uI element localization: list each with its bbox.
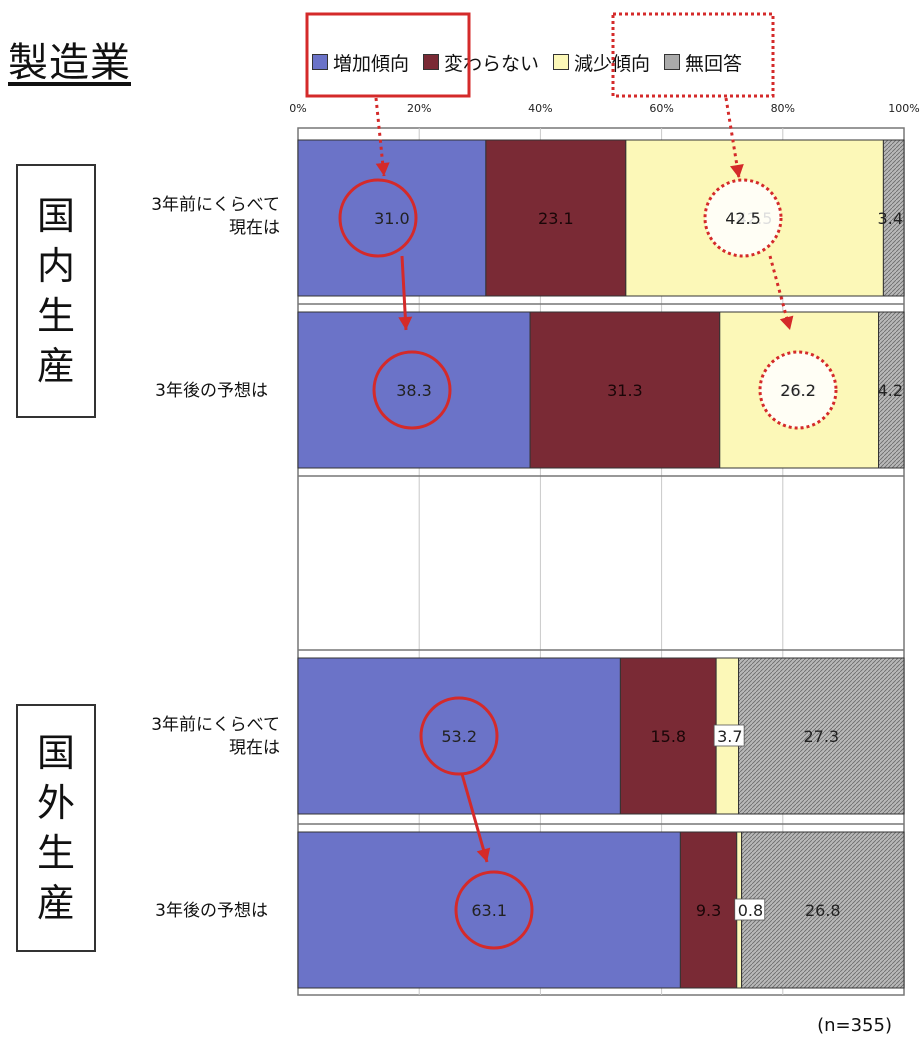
data-label: 0.8 — [738, 901, 763, 920]
legend-swatch-increase — [312, 54, 328, 70]
bar-segment — [741, 831, 905, 989]
data-label: 31.3 — [607, 381, 643, 400]
data-label: 9.3 — [696, 901, 721, 920]
bar-segment — [485, 139, 627, 297]
trend-arrow-domestic-decrease-head — [779, 315, 794, 330]
callout-arrow-decrease-head — [730, 164, 744, 178]
group-char: 内 — [36, 244, 75, 288]
highlight-circle-increase — [419, 696, 499, 776]
data-label: 38.3 — [396, 381, 432, 400]
row-label-domestic-past: 3年前にくらべて 現在は — [80, 194, 280, 240]
highlight-circle-decrease — [703, 178, 783, 258]
row-label-domestic-future: 3年後の予想は — [68, 380, 268, 403]
data-label: 4.2 — [878, 381, 903, 400]
trend-arrow-overseas-increase — [460, 773, 489, 863]
row-label-line: 3年後の予想は — [155, 901, 268, 921]
trend-arrow-domestic-increase-head — [398, 316, 413, 330]
bar-segment — [297, 657, 621, 815]
callout-arrow-increase — [374, 97, 386, 177]
data-label: 53.2 — [441, 727, 477, 746]
row-label-line: 現在は — [229, 218, 280, 238]
group-char: 産 — [36, 344, 75, 388]
data-label: 26.2 — [780, 381, 816, 400]
data-label: 26.8 — [805, 901, 841, 920]
row-label-line: 3年後の予想は — [155, 381, 268, 401]
data-label: 42.5 — [725, 209, 761, 228]
data-label: 15.8 — [650, 727, 686, 746]
x-tick-label: 100% — [888, 102, 919, 115]
data-label: 3.7 — [717, 727, 742, 746]
row-label-line: 3年前にくらべて — [151, 715, 280, 735]
bar-segment — [619, 657, 717, 815]
x-tick-label: 40% — [528, 102, 552, 115]
legend-item-no-answer: 無回答 — [664, 49, 742, 76]
group-label-overseas: 国 外 生 産 — [16, 704, 96, 952]
sample-size-note: (n=355) — [817, 1015, 892, 1036]
highlight-circle-decrease — [758, 350, 838, 430]
group-char: 国 — [36, 194, 75, 238]
bar-segment — [529, 311, 721, 469]
highlight-circle-increase — [454, 870, 534, 950]
legend-highlight-decrease — [611, 12, 775, 98]
row-label-overseas-future: 3年後の予想は — [68, 900, 268, 923]
group-label-domestic: 国 内 生 産 — [16, 164, 96, 418]
x-tick-label: 60% — [649, 102, 673, 115]
x-tick-label: 80% — [771, 102, 795, 115]
row-label-line: 現在は — [229, 738, 280, 758]
group-char: 国 — [36, 731, 75, 775]
highlight-circle-increase — [338, 178, 418, 258]
legend-swatch-no-answer — [664, 54, 681, 70]
data-label: 31.0 — [374, 209, 410, 228]
legend-item-increase: 増加傾向 — [312, 49, 409, 76]
group-char: 生 — [36, 831, 75, 875]
x-tick-label: 0% — [289, 102, 306, 115]
legend-swatch-decrease — [553, 54, 570, 70]
legend-label-no-answer: 無回答 — [685, 52, 743, 75]
bar-segment — [297, 139, 487, 297]
legend-highlight-increase — [305, 12, 471, 98]
data-label: 23.1 — [538, 209, 574, 228]
x-tick-label: 20% — [407, 102, 431, 115]
legend-label-increase: 増加傾向 — [333, 52, 410, 75]
row-label-line: 3年前にくらべて — [151, 195, 280, 215]
data-label: 27.3 — [803, 727, 839, 746]
bar-segment — [882, 139, 905, 297]
data-label-box — [713, 724, 745, 747]
data-label: 63.1 — [471, 901, 507, 920]
group-char: 生 — [36, 294, 75, 338]
callout-arrow-increase-head — [375, 162, 390, 176]
row-label-overseas-past: 3年前にくらべて 現在は — [80, 714, 280, 760]
bar-segment — [297, 831, 681, 989]
group-char: 産 — [36, 881, 75, 925]
page-title: 製造業 — [8, 40, 131, 86]
bar-segment — [878, 311, 905, 469]
group-char: 外 — [36, 781, 75, 825]
data-label: 3.4 — [878, 209, 903, 228]
legend-swatch-unchanged — [423, 54, 440, 70]
plot-frame — [297, 127, 905, 996]
highlight-circle-increase — [372, 350, 452, 430]
data-label-box — [734, 898, 766, 921]
trend-arrow-overseas-increase-head — [476, 847, 491, 862]
